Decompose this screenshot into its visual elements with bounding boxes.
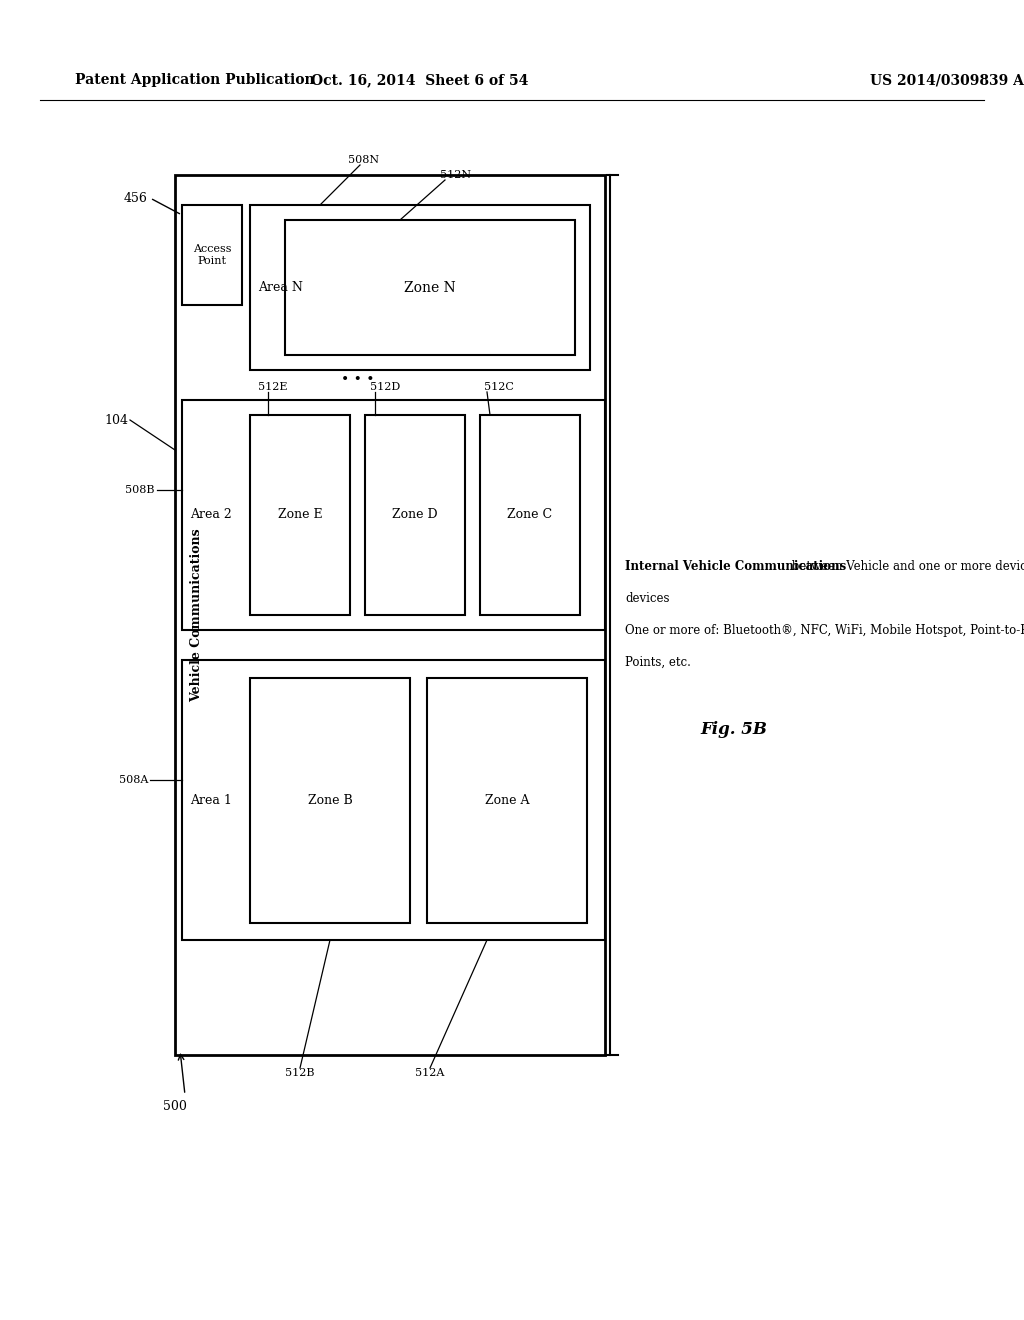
Bar <box>427 678 587 923</box>
Text: 508B: 508B <box>126 484 155 495</box>
Text: 512N: 512N <box>440 170 471 180</box>
Text: 512A: 512A <box>416 1068 444 1078</box>
Text: 508A: 508A <box>119 775 148 785</box>
Text: Area 1: Area 1 <box>190 793 231 807</box>
Bar <box>182 205 242 305</box>
Bar <box>250 414 350 615</box>
Text: US 2014/0309839 A1: US 2014/0309839 A1 <box>870 73 1024 87</box>
Text: 512B: 512B <box>286 1068 314 1078</box>
Text: Zone A: Zone A <box>484 795 529 807</box>
Text: Area N: Area N <box>258 281 303 294</box>
Bar <box>182 660 605 940</box>
Text: Fig. 5B: Fig. 5B <box>700 722 767 738</box>
Text: Points, etc.: Points, etc. <box>625 656 691 669</box>
Text: Vehicle Communications: Vehicle Communications <box>190 528 204 702</box>
Text: Zone C: Zone C <box>508 508 553 521</box>
Text: Patent Application Publication: Patent Application Publication <box>75 73 314 87</box>
Text: 500: 500 <box>163 1100 187 1113</box>
Text: Zone B: Zone B <box>307 795 352 807</box>
Bar <box>182 400 605 630</box>
Text: 512E: 512E <box>258 381 288 392</box>
Bar <box>365 414 465 615</box>
Text: devices: devices <box>625 591 670 605</box>
Text: 508N: 508N <box>348 154 379 165</box>
Text: • • •: • • • <box>341 374 374 387</box>
Bar <box>285 220 575 355</box>
Text: Access
Point: Access Point <box>193 244 231 265</box>
Text: Zone E: Zone E <box>278 508 323 521</box>
Bar <box>480 414 580 615</box>
Text: between Vehicle and one or more devices, or between: between Vehicle and one or more devices,… <box>788 560 1024 573</box>
Text: Area 2: Area 2 <box>190 508 231 521</box>
Text: One or more of: Bluetooth®, NFC, WiFi, Mobile Hotspot, Point-to-Point, Point-to-: One or more of: Bluetooth®, NFC, WiFi, M… <box>625 624 1024 638</box>
Bar <box>250 205 590 370</box>
Text: 512C: 512C <box>484 381 514 392</box>
Bar <box>175 176 605 1055</box>
Text: 104: 104 <box>104 413 128 426</box>
Text: 512D: 512D <box>370 381 400 392</box>
Text: Zone N: Zone N <box>404 281 456 294</box>
Text: Zone D: Zone D <box>392 508 438 521</box>
Text: Internal Vehicle Communications: Internal Vehicle Communications <box>625 560 846 573</box>
Text: Oct. 16, 2014  Sheet 6 of 54: Oct. 16, 2014 Sheet 6 of 54 <box>311 73 528 87</box>
Text: 456: 456 <box>124 191 148 205</box>
Bar <box>250 678 410 923</box>
